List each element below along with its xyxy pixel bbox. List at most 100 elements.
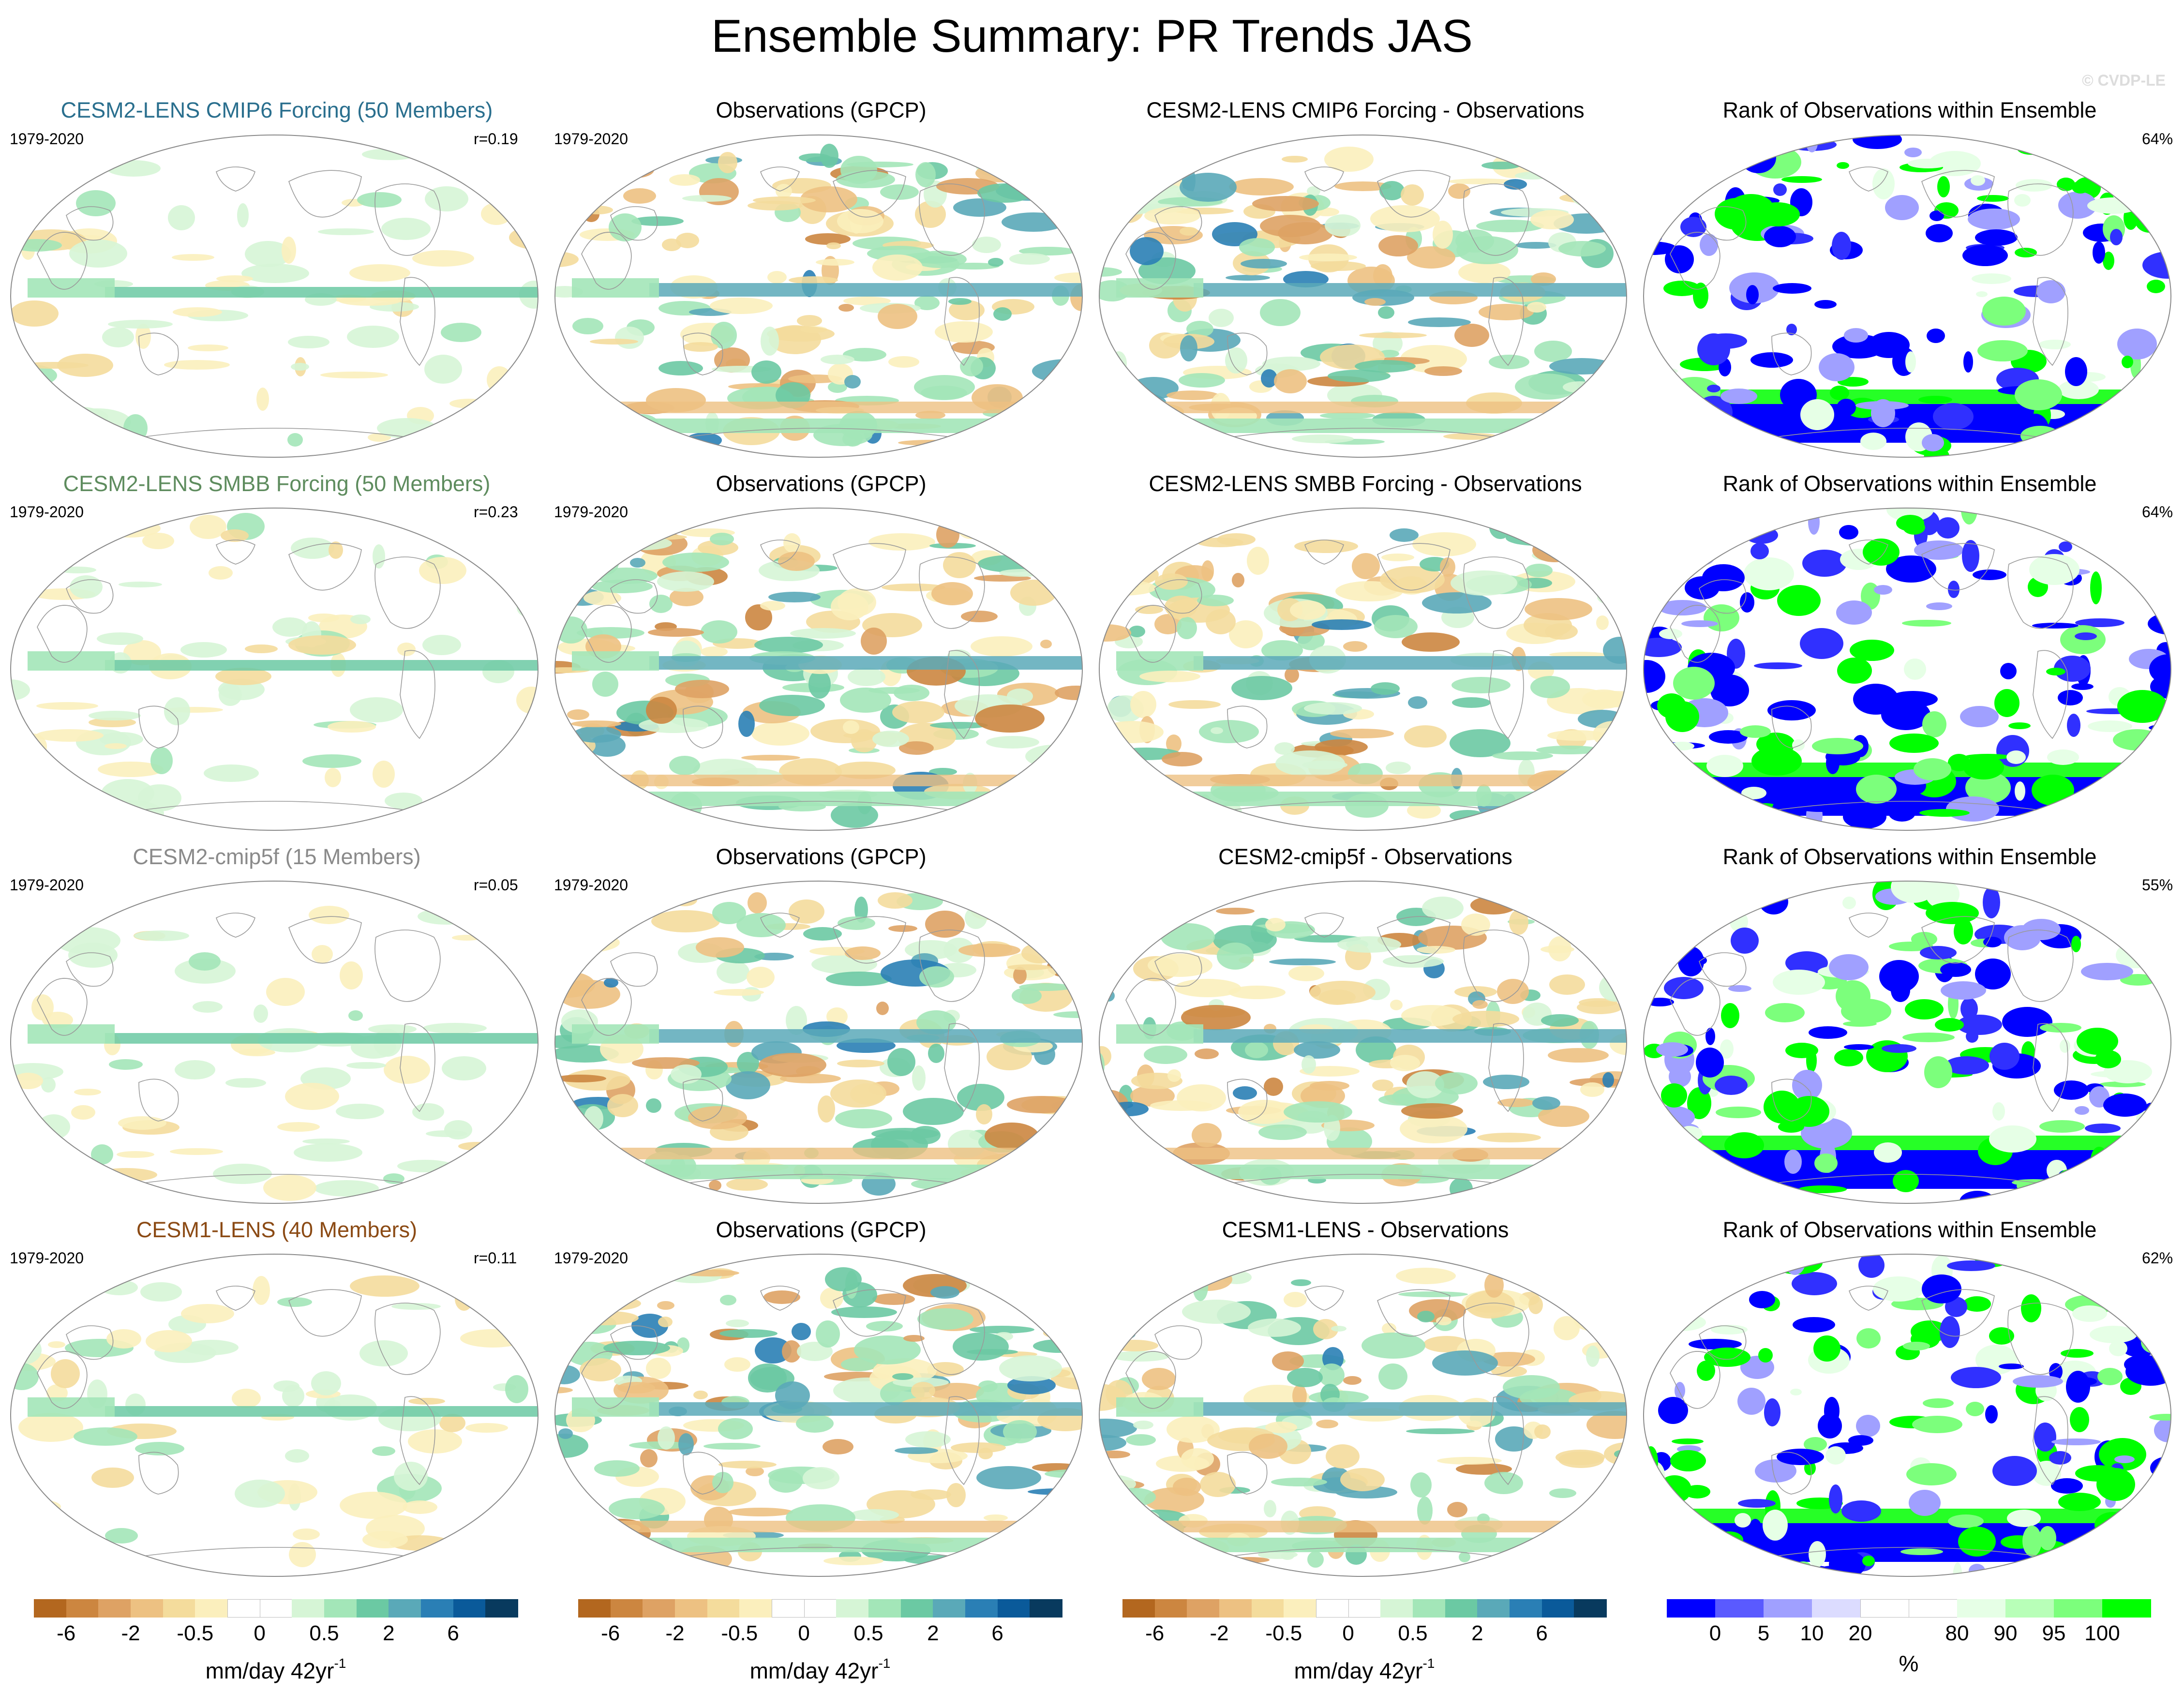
colorbar-cell: [1219, 1599, 1252, 1618]
correlation-label: r=0.19: [474, 130, 518, 148]
trend-colorbar: [1122, 1599, 1607, 1618]
colorbar-cell: [610, 1599, 643, 1618]
colorbar-unit-exponent: -1: [1422, 1656, 1435, 1671]
colorbar-cell: [1187, 1599, 1220, 1618]
colorbar-tick-label: 0: [1342, 1621, 1354, 1645]
colorbar-tick-label: 90: [1993, 1621, 2018, 1645]
colorbar-tick-label: -2: [1210, 1621, 1229, 1645]
map-obs: [553, 1252, 1085, 1579]
colorbar-tick-label: 0.5: [1398, 1621, 1428, 1645]
watermark-text: © CVDP-LE: [2082, 72, 2166, 89]
map-obs: [553, 506, 1085, 833]
colorbar-cell: [1122, 1599, 1155, 1618]
colorbar-cell: [195, 1599, 228, 1618]
colorbar-tick-label: 2: [383, 1621, 395, 1645]
panel-title-obs-3: Observations (GPCP): [716, 1217, 927, 1242]
period-label: 1979-2020: [10, 1249, 84, 1267]
colorbar-unit-exponent: -1: [878, 1656, 891, 1671]
colorbar-cell: [900, 1599, 934, 1618]
colorbar-tick-label: 0: [254, 1621, 266, 1645]
colorbar-tick-label: -2: [121, 1621, 140, 1645]
colorbar-tick-label: 10: [1800, 1621, 1824, 1645]
colorbar-cell: [1154, 1599, 1188, 1618]
colorbar-cell: [2005, 1599, 2054, 1618]
panel-title-rank-1: Rank of Observations within Ensemble: [1722, 471, 2097, 496]
map-diff: [1097, 879, 1629, 1206]
map-obs: [553, 879, 1085, 1206]
correlation-label: r=0.23: [474, 503, 518, 521]
colorbar-cell: [1860, 1599, 1909, 1618]
colorbar-tick-label: 6: [991, 1621, 1003, 1645]
rank-percent-label: 62%: [2142, 1249, 2173, 1267]
map-rank: [1641, 1252, 2173, 1579]
colorbar-tick-label: 0: [1709, 1621, 1721, 1645]
colorbar-tick-label: 5: [1757, 1621, 1770, 1645]
colorbar-tick-label: -2: [665, 1621, 685, 1645]
colorbar-unit-text: mm/day 42yr: [749, 1658, 879, 1683]
map-rank: [1641, 133, 2173, 460]
panel-title-model-0: CESM2-LENS CMIP6 Forcing (50 Members): [60, 98, 493, 122]
trend-colorbar: [34, 1599, 518, 1618]
period-label: 1979-2020: [554, 130, 628, 148]
colorbar-cell: [324, 1599, 357, 1618]
colorbar-cell: [1445, 1599, 1478, 1618]
colorbar-tick-label: -6: [1145, 1621, 1165, 1645]
colorbar-cell: [98, 1599, 131, 1618]
colorbar-cell: [292, 1599, 325, 1618]
period-label: 1979-2020: [10, 503, 84, 521]
colorbar-cell: [1667, 1599, 1716, 1618]
period-label: 1979-2020: [10, 130, 84, 148]
period-label: 1979-2020: [554, 876, 628, 894]
colorbar-tick-label: 100: [2084, 1621, 2120, 1645]
colorbar-cell: [453, 1599, 486, 1618]
colorbar-cell: [1030, 1599, 1062, 1618]
panel-title-rank-0: Rank of Observations within Ensemble: [1722, 98, 2097, 122]
colorbar-cell: [836, 1599, 869, 1618]
colorbar-cell: [1812, 1599, 1861, 1618]
colorbar-cell: [643, 1599, 675, 1618]
colorbar-tick-label: 0: [798, 1621, 810, 1645]
panel-title-diff-2: CESM2-cmip5f - Observations: [1218, 844, 1512, 869]
panel-title-diff-0: CESM2-LENS CMIP6 Forcing - Observations: [1146, 98, 1585, 122]
colorbar-tick-label: 80: [1945, 1621, 1969, 1645]
map-model: [8, 506, 540, 833]
colorbar-tick-label: 6: [447, 1621, 459, 1645]
colorbar-unit: mm/day 42yr-1: [578, 1650, 1062, 1684]
colorbar-tick-label: -0.5: [721, 1621, 758, 1645]
colorbar-cell: [1316, 1599, 1349, 1618]
colorbar-unit-exponent: -1: [334, 1656, 346, 1671]
colorbar-cell: [1715, 1599, 1764, 1618]
colorbar-cell: [356, 1599, 389, 1618]
colorbar-cell: [163, 1599, 196, 1618]
panel-title-obs-1: Observations (GPCP): [716, 471, 927, 496]
colorbar-cell: [933, 1599, 966, 1618]
colorbar-cell: [1541, 1599, 1575, 1618]
colorbar-cell: [34, 1599, 67, 1618]
colorbar-cell: [772, 1599, 805, 1618]
panel-title-rank-3: Rank of Observations within Ensemble: [1722, 1217, 2097, 1242]
colorbar-tick-label: 95: [2042, 1621, 2066, 1645]
panel-title-obs-0: Observations (GPCP): [716, 98, 927, 122]
colorbar-unit: mm/day 42yr-1: [1122, 1650, 1606, 1684]
colorbar-tick-label: -6: [601, 1621, 620, 1645]
colorbar-tick-label: 6: [1536, 1621, 1548, 1645]
colorbar-cell: [1909, 1599, 1958, 1618]
colorbar-cell: [389, 1599, 421, 1618]
colorbar-tick-label: 20: [1848, 1621, 1872, 1645]
colorbar-cell: [868, 1599, 901, 1618]
colorbar-tick-label: 0.5: [853, 1621, 883, 1645]
colorbar-cell: [421, 1599, 454, 1618]
colorbar-cell: [1413, 1599, 1446, 1618]
colorbar-cell: [675, 1599, 708, 1618]
colorbar-cell: [2054, 1599, 2103, 1618]
colorbar-cell: [1764, 1599, 1812, 1618]
colorbar-unit-text: mm/day 42yr: [1294, 1658, 1423, 1683]
colorbar-cell: [1574, 1599, 1607, 1618]
map-model: [8, 133, 540, 460]
colorbar-unit-text: mm/day 42yr: [205, 1658, 334, 1683]
map-model: [8, 1252, 540, 1579]
colorbar-cell: [259, 1599, 293, 1618]
map-diff: [1097, 133, 1629, 460]
colorbar-cell: [1284, 1599, 1316, 1618]
colorbar-tick-label: -0.5: [1265, 1621, 1302, 1645]
